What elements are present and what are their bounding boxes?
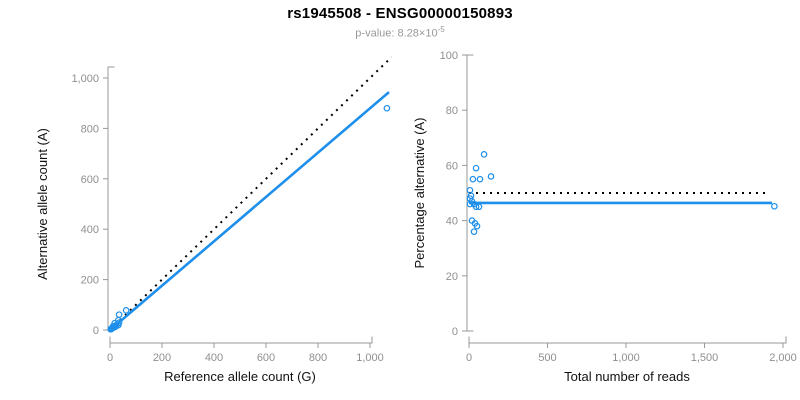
y-tick-label: 100 [440,50,458,62]
data-point [472,164,480,172]
data-point [469,175,477,183]
figure-title: rs1945508 - ENSG00000150893 [287,5,513,22]
x-tick-label: 0 [466,352,472,364]
data-point [480,151,488,158]
data-point [771,202,778,210]
x-tick-label: 400 [205,352,223,364]
data-point [472,203,480,211]
pvalue-exponent: -5 [437,25,445,34]
x-axis-title: Reference allele count (G) [164,369,316,384]
x-axis-line [109,336,373,344]
x-tick-label: 500 [538,352,556,364]
y-axis-line [466,54,474,332]
x-tick-label: 0 [107,352,113,364]
y-tick-label: 80 [446,105,458,117]
x-tick-label: 600 [257,352,275,364]
y-tick-label: 400 [81,224,99,236]
x-axis-line [468,336,787,344]
y-tick-label: 1,000 [71,73,99,85]
regression-line [109,91,390,331]
y-tick-label: 40 [446,216,458,228]
y-tick-label: 600 [81,174,99,186]
x-tick-label: 1,000 [612,352,640,364]
y-tick-label: 800 [81,123,99,135]
y-axis-title: Percentage alternative (A) [412,117,427,268]
figure-subtitle: p-value: 8.28×10-5 [0,25,800,40]
y-axis-line [107,66,115,331]
data-point [476,175,484,183]
data-point [470,228,478,235]
y-tick-label: 60 [446,160,458,172]
identity-line [109,56,393,331]
x-tick-label: 1,500 [691,352,719,364]
y-tick-label: 200 [81,275,99,287]
data-point [122,307,130,314]
data-point [115,319,123,326]
data-point [475,203,483,211]
data-point [383,104,391,112]
x-tick-label: 200 [153,352,171,364]
pvalue-text: p-value: 8.28×10 [355,27,438,40]
x-axis-title: Total number of reads [564,369,690,384]
data-point [473,222,481,230]
x-tick-label: 800 [309,352,327,364]
data-point [487,173,495,180]
y-tick-label: 0 [93,325,99,337]
y-tick-label: 0 [452,326,458,338]
y-axis-title: Alternative allele count (A) [35,128,50,280]
y-tick-label: 20 [446,271,458,283]
x-tick-label: 1,000 [356,352,384,364]
x-tick-label: 2,000 [769,352,797,364]
data-point [115,311,123,318]
